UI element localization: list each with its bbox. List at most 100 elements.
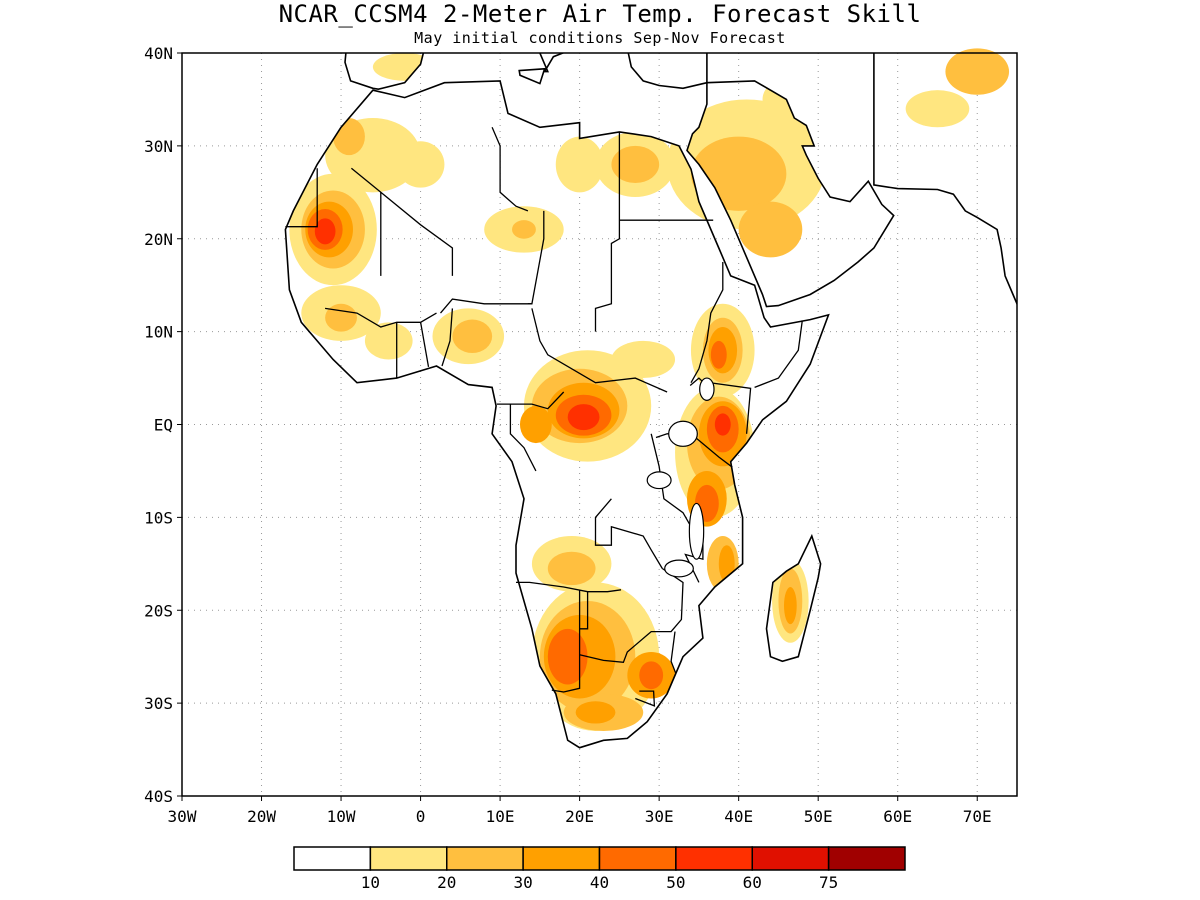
colorbar-swatch xyxy=(751,846,830,871)
skill-region xyxy=(547,628,588,685)
country-border xyxy=(594,131,621,332)
country-border xyxy=(594,498,663,569)
coastline xyxy=(873,53,1017,306)
colorbar-swatch xyxy=(293,846,372,871)
coastline xyxy=(284,80,830,749)
x-tick-label: 50E xyxy=(804,807,833,826)
y-tick-label: 10N xyxy=(144,323,173,342)
map-subtitle: May initial conditions Sep-Nov Forecast xyxy=(414,29,786,47)
x-tick-label: 30E xyxy=(645,807,674,826)
x-tick-label: 30W xyxy=(168,807,197,826)
skill-region xyxy=(639,661,664,690)
skill-region xyxy=(611,145,660,184)
country-border xyxy=(551,589,581,693)
map-title: NCAR_CCSM4 2-Meter Air Temp. Forecast Sk… xyxy=(278,0,922,28)
colorbar-swatch xyxy=(369,846,448,871)
skill-region xyxy=(567,404,600,431)
colorbar-swatch xyxy=(522,846,601,871)
country-border xyxy=(491,127,529,212)
skill-region xyxy=(372,53,437,81)
x-tick-label: 0 xyxy=(416,807,426,826)
country-border xyxy=(516,581,622,593)
longitude-axis: 30W 20W 10W 0 10E 20E 30E 40E 50E 60E 70E xyxy=(168,796,992,826)
colorbar-label: 20 xyxy=(437,873,456,892)
colorbar-swatch xyxy=(827,846,906,871)
y-tick-label: 40N xyxy=(144,44,173,63)
coastlines xyxy=(284,53,1017,749)
country-border xyxy=(650,433,692,528)
colorbar-label: 30 xyxy=(513,873,532,892)
skill-region xyxy=(738,201,803,258)
skill-region xyxy=(512,220,536,239)
skill-region xyxy=(314,218,336,245)
lake xyxy=(688,502,705,560)
skill-region xyxy=(396,141,445,188)
skill-region xyxy=(364,322,413,360)
skill-region xyxy=(783,587,797,625)
lake xyxy=(699,377,715,401)
country-border xyxy=(754,320,803,389)
coastline xyxy=(518,67,546,85)
skill-region xyxy=(519,405,552,444)
coastline xyxy=(627,53,708,90)
skill-region xyxy=(710,340,727,369)
skill-region xyxy=(611,340,676,379)
x-tick-label: 20W xyxy=(247,807,276,826)
y-tick-label: 20S xyxy=(144,601,173,620)
x-tick-label: 70E xyxy=(963,807,992,826)
colorbar-swatch xyxy=(675,846,753,871)
lake xyxy=(664,559,694,578)
lake xyxy=(646,471,672,490)
country-border xyxy=(496,391,565,410)
skill-region xyxy=(325,303,357,332)
skill-region xyxy=(762,76,827,123)
coastline xyxy=(686,80,895,308)
country-border xyxy=(531,308,668,393)
skill-region xyxy=(333,118,365,156)
coastline xyxy=(765,533,822,663)
skill-region xyxy=(452,319,493,353)
coastline xyxy=(344,53,425,91)
country-border xyxy=(350,167,454,276)
country-border xyxy=(690,262,724,384)
country-border xyxy=(440,298,532,314)
y-tick-label: 30N xyxy=(144,137,173,156)
colorbar-label: 10 xyxy=(361,873,380,892)
country-border xyxy=(419,322,430,368)
y-tick-label: 30S xyxy=(144,694,173,713)
country-border xyxy=(325,307,437,328)
colorbar-label: 75 xyxy=(819,873,838,892)
colorbar-label: 60 xyxy=(743,873,762,892)
country-border xyxy=(509,404,537,472)
skill-region xyxy=(547,551,596,586)
colorbar-label: 40 xyxy=(590,873,609,892)
country-border xyxy=(441,308,454,367)
colorbar-swatch xyxy=(598,846,677,871)
y-tick-label: EQ xyxy=(154,416,173,435)
y-tick-label: 20N xyxy=(144,230,173,249)
coastline xyxy=(538,53,566,73)
colorbar-swatch xyxy=(446,846,524,871)
x-tick-label: 10E xyxy=(486,807,515,826)
country-border xyxy=(285,168,318,228)
country-border xyxy=(670,631,677,674)
country-border xyxy=(579,567,684,663)
colorbar-label: 50 xyxy=(666,873,685,892)
x-tick-label: 20E xyxy=(565,807,594,826)
skill-shading xyxy=(289,48,1010,731)
y-tick-label: 40S xyxy=(144,787,173,806)
skill-region xyxy=(575,701,616,724)
skill-region xyxy=(945,48,1010,95)
x-tick-label: 10W xyxy=(327,807,356,826)
latitude-axis: 40N 30N 20N 10N EQ 10S 20S 30S 40S xyxy=(144,44,182,806)
country-border xyxy=(579,591,589,630)
skill-region xyxy=(555,136,604,193)
skill-region xyxy=(905,90,970,128)
colorbar: 10 20 30 40 50 60 75 xyxy=(293,846,906,892)
lake xyxy=(668,420,698,447)
skill-region xyxy=(714,413,731,436)
x-tick-label: 40E xyxy=(724,807,753,826)
x-tick-label: 60E xyxy=(883,807,912,826)
country-border xyxy=(635,690,656,707)
